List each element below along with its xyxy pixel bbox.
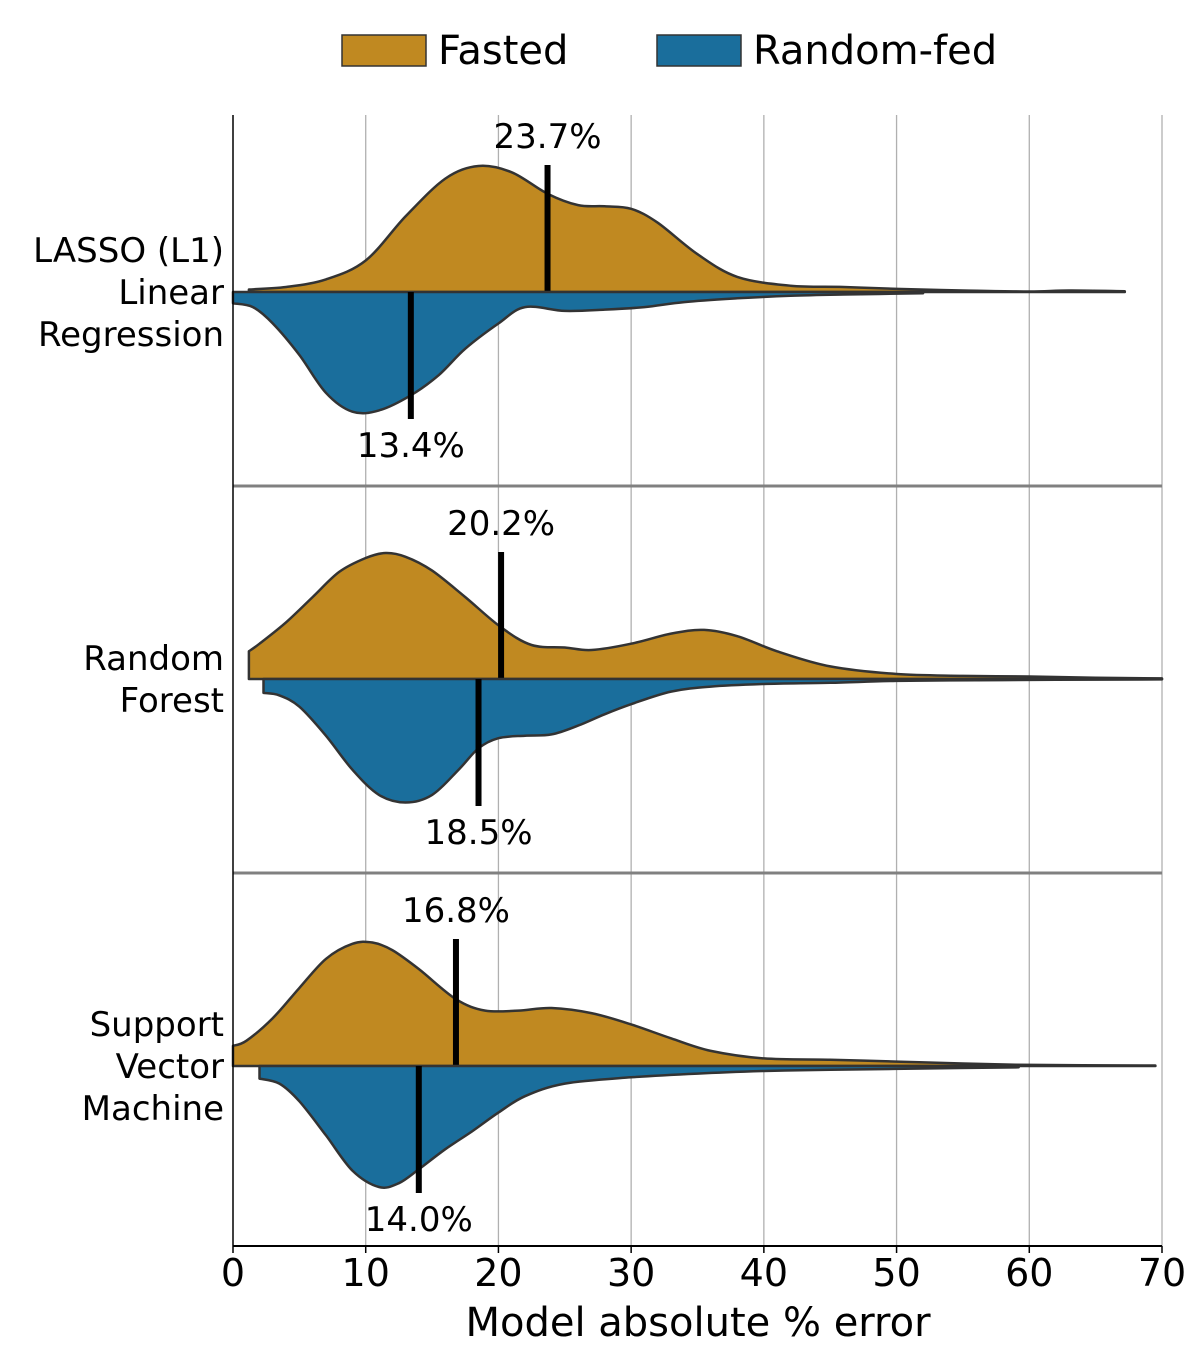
fasted-violin xyxy=(247,551,1164,681)
row-label-line: Support xyxy=(90,1005,224,1045)
x-axis-title: Model absolute % error xyxy=(465,1300,931,1346)
row-label-line: Linear xyxy=(118,273,224,313)
legend-swatch-random-fed xyxy=(656,34,742,67)
legend-label-random-fed: Random-fed xyxy=(753,28,997,74)
row-label-line: Random xyxy=(83,639,224,679)
row-label-line: Regression xyxy=(38,315,224,355)
x-axis: Model absolute % error xyxy=(232,115,1162,1346)
row-label-line: Machine xyxy=(82,1089,224,1129)
violin-group: 16.8% 14.0% xyxy=(231,891,1157,1240)
x-tick-labels: 0 10 20 30 40 50 60 70 xyxy=(221,1246,1186,1295)
fasted-median-label: 23.7% xyxy=(494,117,602,157)
row-label-line: Vector xyxy=(116,1047,224,1087)
random-fed-violin xyxy=(262,677,1164,804)
random-fed-violin xyxy=(231,290,925,415)
x-tick-label: 10 xyxy=(342,1251,390,1295)
row-label-line: Forest xyxy=(120,681,224,721)
row-label-line: LASSO (L1) xyxy=(33,231,224,271)
random-fed-violin xyxy=(258,1064,1020,1189)
random-fed-median-label: 14.0% xyxy=(365,1200,473,1240)
x-tick-label: 40 xyxy=(740,1251,788,1295)
x-tick-label: 30 xyxy=(607,1251,655,1295)
random-fed-median-label: 18.5% xyxy=(425,813,533,853)
fasted-violin xyxy=(247,164,1127,294)
legend-swatch-fasted xyxy=(341,34,427,67)
random-fed-median-label: 13.4% xyxy=(357,426,465,466)
row-separators xyxy=(233,484,1162,875)
legend: Fasted Random-fed xyxy=(341,28,997,74)
legend-label-fasted: Fasted xyxy=(438,28,568,74)
x-tick-label: 70 xyxy=(1138,1251,1186,1295)
violins: 23.7% 13.4% 20.2% 18.5% 16.8% 14.0% xyxy=(231,117,1164,1240)
x-tick-label: 60 xyxy=(1005,1251,1053,1295)
violin-group: 20.2% 18.5% xyxy=(247,504,1164,853)
violin-group: 23.7% 13.4% xyxy=(231,117,1127,466)
x-tick-label: 0 xyxy=(221,1251,245,1295)
x-tick-label: 50 xyxy=(872,1251,920,1295)
fasted-violin xyxy=(231,940,1157,1068)
x-tick-label: 20 xyxy=(474,1251,522,1295)
fasted-median-label: 16.8% xyxy=(402,891,510,931)
fasted-median-label: 20.2% xyxy=(447,504,555,544)
